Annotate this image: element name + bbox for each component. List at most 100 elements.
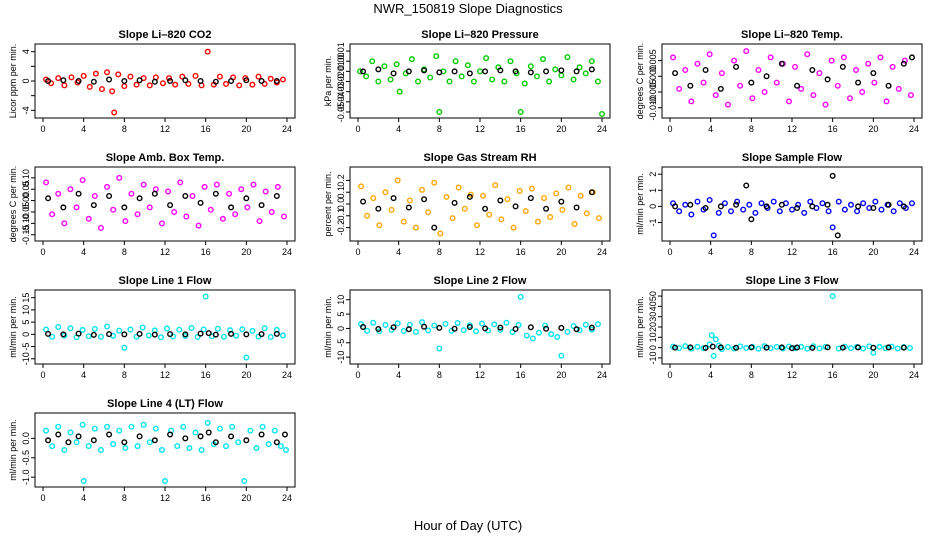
data-point bbox=[870, 349, 877, 356]
data-point bbox=[798, 85, 805, 92]
data-point bbox=[85, 443, 92, 450]
mean-point bbox=[390, 70, 397, 77]
mean-point bbox=[512, 68, 519, 75]
data-point bbox=[414, 78, 421, 85]
data-point bbox=[200, 326, 207, 333]
data-point bbox=[262, 188, 269, 195]
mean-point bbox=[763, 73, 770, 80]
y-tick-label: -0.03 bbox=[336, 81, 346, 102]
mean-point bbox=[375, 326, 382, 333]
mean-point bbox=[466, 193, 473, 200]
mean-point bbox=[763, 203, 770, 210]
data-point bbox=[706, 196, 713, 203]
data-point bbox=[388, 206, 395, 213]
x-tick-label: 4 bbox=[708, 370, 713, 380]
data-point bbox=[202, 293, 209, 300]
mean-point bbox=[733, 63, 740, 70]
data-point bbox=[249, 81, 256, 88]
y-tick-label: 40 bbox=[648, 301, 658, 311]
mean-point bbox=[360, 324, 367, 331]
data-point bbox=[216, 73, 223, 80]
mean-point bbox=[243, 77, 250, 84]
mean-point bbox=[794, 82, 801, 89]
mean-point bbox=[824, 201, 831, 208]
data-point bbox=[157, 334, 164, 341]
mean-point bbox=[121, 331, 128, 338]
data-point bbox=[259, 423, 266, 430]
data-point bbox=[795, 201, 802, 208]
data-point bbox=[776, 208, 783, 215]
data-point bbox=[700, 79, 707, 86]
data-point bbox=[433, 53, 440, 60]
data-point bbox=[752, 209, 759, 216]
mean-point bbox=[197, 433, 204, 440]
data-point bbox=[504, 196, 511, 203]
y-tick-label: 20 bbox=[648, 322, 658, 332]
data-point bbox=[785, 98, 792, 105]
mean-point bbox=[527, 324, 534, 331]
data-point bbox=[761, 88, 768, 95]
data-point bbox=[871, 79, 878, 86]
data-point bbox=[43, 179, 50, 186]
data-point bbox=[370, 319, 377, 326]
y-tick-label: 0.01 bbox=[336, 42, 346, 60]
data-point bbox=[97, 447, 104, 454]
x-tick-label: 4 bbox=[708, 124, 713, 134]
data-point bbox=[185, 80, 192, 87]
data-point bbox=[55, 75, 62, 82]
data-point bbox=[425, 209, 432, 216]
data-point bbox=[61, 82, 68, 89]
mean-point bbox=[258, 431, 265, 438]
data-point bbox=[91, 193, 98, 200]
data-point bbox=[859, 88, 866, 95]
data-point bbox=[682, 343, 689, 350]
data-point bbox=[222, 80, 229, 87]
mean-point bbox=[543, 68, 550, 75]
data-point bbox=[121, 83, 128, 90]
mean-point bbox=[687, 344, 694, 351]
mean-point bbox=[748, 79, 755, 86]
y-tick-label: 0.2 bbox=[336, 174, 346, 187]
y-axis-label: ml/min per min. bbox=[323, 296, 333, 358]
data-point bbox=[235, 439, 242, 446]
x-tick-label: 8 bbox=[749, 370, 754, 380]
data-point bbox=[534, 218, 541, 225]
plot-frame bbox=[661, 289, 923, 365]
mean-point bbox=[794, 344, 801, 351]
data-point bbox=[477, 68, 484, 75]
x-tick-label: 20 bbox=[556, 370, 566, 380]
data-point bbox=[220, 333, 227, 340]
panel-title: Slope Li–820 Pressure bbox=[421, 29, 538, 41]
data-point bbox=[216, 425, 223, 432]
data-point bbox=[491, 321, 498, 328]
mean-point bbox=[212, 439, 219, 446]
x-tick-label: 4 bbox=[81, 247, 86, 257]
mean-point bbox=[45, 77, 52, 84]
data-point bbox=[804, 51, 811, 58]
x-tick-label: 12 bbox=[475, 124, 485, 134]
y-tick-label: -4 bbox=[21, 106, 31, 114]
data-point bbox=[61, 220, 68, 227]
mean-point bbox=[451, 199, 458, 206]
data-point bbox=[906, 345, 913, 352]
y-tick-label: 0.05 bbox=[21, 180, 31, 198]
data-point bbox=[158, 220, 165, 227]
mean-point bbox=[106, 431, 113, 438]
data-point bbox=[110, 441, 117, 448]
mean-point bbox=[106, 193, 113, 200]
y-tick-label: 0.000 bbox=[648, 65, 658, 88]
mean-point bbox=[405, 326, 412, 333]
data-point bbox=[226, 190, 233, 197]
data-point bbox=[243, 354, 250, 361]
data-point bbox=[232, 211, 239, 218]
data-point bbox=[207, 206, 214, 213]
data-point bbox=[564, 54, 571, 61]
y-tick-label: 0.0 bbox=[21, 432, 31, 445]
data-point bbox=[576, 327, 583, 334]
data-point bbox=[804, 345, 811, 352]
data-point bbox=[498, 216, 505, 223]
mean-point bbox=[121, 204, 128, 211]
x-tick-label: 20 bbox=[868, 124, 878, 134]
